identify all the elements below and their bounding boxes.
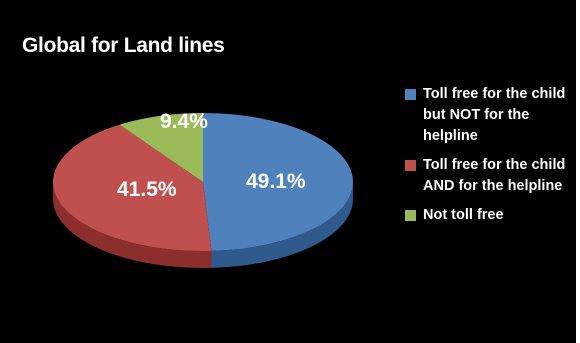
pie-slice bbox=[119, 113, 203, 182]
pie-data-label: 49.1% bbox=[246, 170, 306, 193]
legend-label: Toll free for the child but NOT for the … bbox=[423, 86, 566, 144]
pie-sides bbox=[53, 182, 354, 268]
legend-swatch bbox=[405, 89, 416, 100]
pie-slice-side bbox=[53, 182, 212, 268]
chart-title: Global for Land lines bbox=[22, 34, 225, 57]
legend-label: Not toll free bbox=[423, 207, 504, 223]
pie-data-label: 9.4% bbox=[160, 110, 208, 133]
pie-slice-side bbox=[211, 182, 354, 268]
pie-slice bbox=[52, 124, 212, 251]
chart-legend: Toll free for the child but NOT for the … bbox=[405, 84, 575, 234]
legend-swatch bbox=[405, 210, 416, 221]
pie-data-label: 41.5% bbox=[117, 178, 177, 201]
legend-item: Toll free for the child AND for the help… bbox=[405, 155, 575, 197]
legend-item: Toll free for the child but NOT for the … bbox=[405, 84, 575, 147]
pie-slices bbox=[52, 113, 354, 251]
pie-data-labels: 49.1% 41.5% 9.4% bbox=[117, 110, 306, 201]
legend-label: Toll free for the child AND for the help… bbox=[423, 157, 566, 194]
pie-slice bbox=[203, 113, 354, 251]
legend-item: Not toll free bbox=[405, 205, 575, 226]
legend-swatch bbox=[405, 160, 416, 171]
